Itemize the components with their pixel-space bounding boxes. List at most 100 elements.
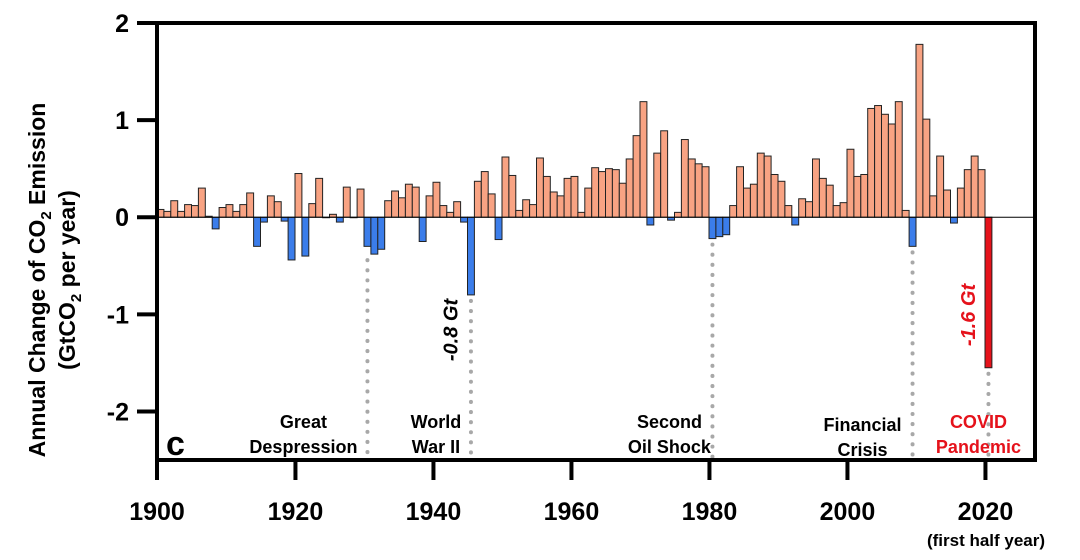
bar-2007 [894,101,903,218]
bar-1901 [163,210,172,218]
bar-1937 [411,186,420,218]
bar-1953 [522,199,531,218]
bar-1957 [549,191,558,218]
bar-1989 [770,173,779,218]
event-label-line2: Oil Shock [628,437,712,457]
bar-1904 [184,204,193,218]
bar-1945 [467,216,475,296]
bar-1998 [832,205,841,218]
bar-1932 [377,216,386,250]
bar-1993 [798,198,807,218]
bar-1908 [211,216,220,230]
y-tick-label: 0 [115,204,129,232]
bar-1949 [494,216,503,241]
bar-1961 [577,211,586,218]
bar-1980 [708,216,717,240]
bar-2006 [887,123,896,218]
bar-1960 [570,175,579,218]
bar-1935 [398,197,406,218]
event-label-line1: Financial [824,415,902,435]
bar-1911 [232,210,241,218]
x-tick-label: 1940 [406,498,462,526]
bar-1917 [273,201,282,218]
bar-2008 [901,209,910,218]
bar-1918 [280,216,289,222]
bar-1992 [791,216,800,226]
bar-1902 [170,200,179,218]
bar-1971 [646,216,655,226]
bar-1977 [687,158,696,218]
bar-1973 [660,130,669,218]
bar-1991 [784,205,793,218]
bar-1964 [598,171,606,218]
events-group: Great Despression World War II Second Oil Sho… [249,242,1021,460]
y-axis-label: Annual Change of CO2 Emission (GtCO2 per… [24,103,85,458]
event-label-line2: Crisis [838,440,888,460]
bar-1914 [253,216,262,247]
bar-1995 [812,158,820,218]
y-tick-label: -2 [107,398,129,426]
x-tick-label: 2020 [958,498,1014,526]
bar-1913 [246,192,255,218]
bar-2009 [908,216,917,247]
bar-1903 [177,210,186,218]
y-tick-label: 1 [115,107,129,135]
bar-2004 [874,105,882,218]
bar-1915 [260,216,268,223]
bar-2012 [929,195,938,218]
bar-1984 [736,166,744,218]
bar-1981 [715,216,724,238]
bar-1909 [218,207,227,218]
panel-label: c [166,425,185,463]
svg-text:(GtCO2 per year): (GtCO2 per year) [54,190,85,370]
bar-2019 [977,169,986,218]
bar-1972 [653,152,662,218]
bar-2005 [881,113,889,218]
x-tick-label: 1900 [129,498,185,526]
y-tick-label: -1 [107,301,129,329]
bar-2018 [970,155,979,218]
x-tick-label: 1920 [268,498,324,526]
bar-2020 [984,216,993,369]
bar-1975 [674,211,682,218]
event-label-line1: Great [280,412,327,432]
bar-1936 [404,183,413,218]
bar-1950 [501,156,510,218]
bar-1948 [487,193,496,218]
bar-1997 [825,184,834,218]
bar-1912 [239,204,248,218]
bar-2010 [915,43,924,218]
bar-2003 [867,107,876,218]
bar-2013 [936,155,945,218]
bar-1986 [749,183,758,218]
x-tick-label: 1980 [682,498,738,526]
bar-1985 [743,187,751,218]
bars-group [156,43,993,369]
y-tick-label: 2 [115,10,129,38]
bar-1930 [363,216,372,247]
bar-1958 [556,195,565,218]
event-label-line2: Despression [249,437,357,457]
bar-1951 [508,174,517,218]
bar-1999 [839,202,848,218]
x-axis-note: (first half year) [927,531,1045,550]
bar-1996 [818,177,827,218]
bar-1962 [584,187,593,218]
bar-1941 [439,205,448,218]
bar-1959 [563,177,572,218]
annotation-label: -0.8 Gt [441,298,463,362]
bar-2014 [943,189,951,218]
bar-1944 [460,216,469,223]
bar-1919 [287,216,296,261]
bar-1987 [756,152,765,218]
bar-1976 [680,139,689,218]
bar-1910 [225,204,234,218]
annotation-label: -1.6 Gt [958,283,980,347]
bar-2017 [963,169,972,218]
bar-2001 [853,175,862,218]
bar-1963 [591,167,600,218]
axis-ticks: 2 1 0 -1 -2 1900 1920 1940 1960 1980 2000 2020 [107,10,1013,526]
bar-1905 [191,205,199,218]
bar-1922 [308,203,317,218]
bar-1943 [453,201,462,218]
